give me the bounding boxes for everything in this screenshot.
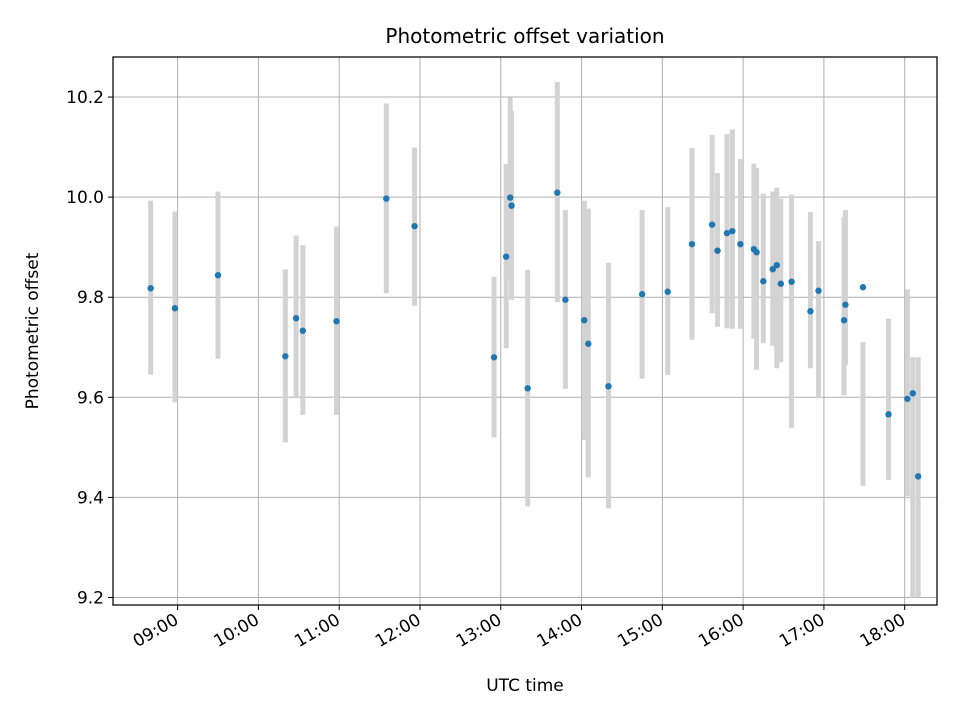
data-point bbox=[581, 317, 588, 324]
data-point bbox=[788, 278, 795, 285]
data-point bbox=[605, 383, 612, 390]
data-point bbox=[147, 285, 154, 292]
data-point bbox=[299, 327, 307, 334]
data-point bbox=[714, 247, 721, 254]
data-point bbox=[842, 301, 849, 308]
data-point bbox=[753, 248, 760, 256]
data-point bbox=[171, 305, 179, 312]
data-point bbox=[383, 195, 390, 202]
data-point bbox=[807, 308, 814, 315]
data-point bbox=[524, 385, 531, 392]
y-tick-label: 9.8 bbox=[77, 288, 104, 308]
data-point bbox=[773, 261, 780, 269]
data-point bbox=[292, 315, 300, 322]
data-point bbox=[729, 227, 736, 235]
data-point bbox=[909, 390, 916, 397]
plot-frame bbox=[112, 56, 938, 606]
data-point bbox=[554, 189, 561, 196]
data-point bbox=[585, 340, 592, 347]
x-axis-title: UTC time bbox=[486, 676, 564, 696]
data-point bbox=[885, 411, 892, 418]
data-point bbox=[737, 240, 744, 248]
y-tick-label: 9.4 bbox=[77, 488, 104, 508]
data-point bbox=[815, 287, 822, 294]
data-point bbox=[914, 473, 922, 480]
y-tick-label: 9.6 bbox=[77, 388, 104, 408]
data-point bbox=[760, 278, 767, 285]
data-point bbox=[282, 353, 289, 360]
y-tick-label: 9.2 bbox=[77, 588, 104, 608]
data-point bbox=[490, 354, 498, 361]
data-point bbox=[688, 240, 696, 248]
y-tick-label: 10.2 bbox=[66, 88, 104, 108]
data-points bbox=[147, 189, 922, 480]
data-point bbox=[904, 395, 911, 403]
y-axis-title: Photometric offset bbox=[23, 252, 43, 409]
data-point bbox=[214, 271, 222, 279]
data-point bbox=[562, 296, 569, 303]
data-point bbox=[859, 284, 867, 291]
grid bbox=[113, 57, 937, 605]
data-point bbox=[411, 222, 418, 230]
data-point bbox=[723, 229, 731, 237]
data-point bbox=[508, 202, 515, 209]
data-point bbox=[502, 253, 510, 260]
data-point bbox=[708, 221, 716, 228]
data-point bbox=[769, 265, 776, 273]
chart-title: Photometric offset variation bbox=[385, 24, 664, 48]
data-point bbox=[777, 280, 785, 287]
data-point bbox=[638, 291, 646, 298]
y-tick-label: 10.0 bbox=[66, 188, 104, 208]
data-point bbox=[664, 288, 671, 295]
data-point bbox=[840, 317, 848, 324]
data-point bbox=[506, 194, 514, 201]
data-point bbox=[333, 318, 340, 325]
